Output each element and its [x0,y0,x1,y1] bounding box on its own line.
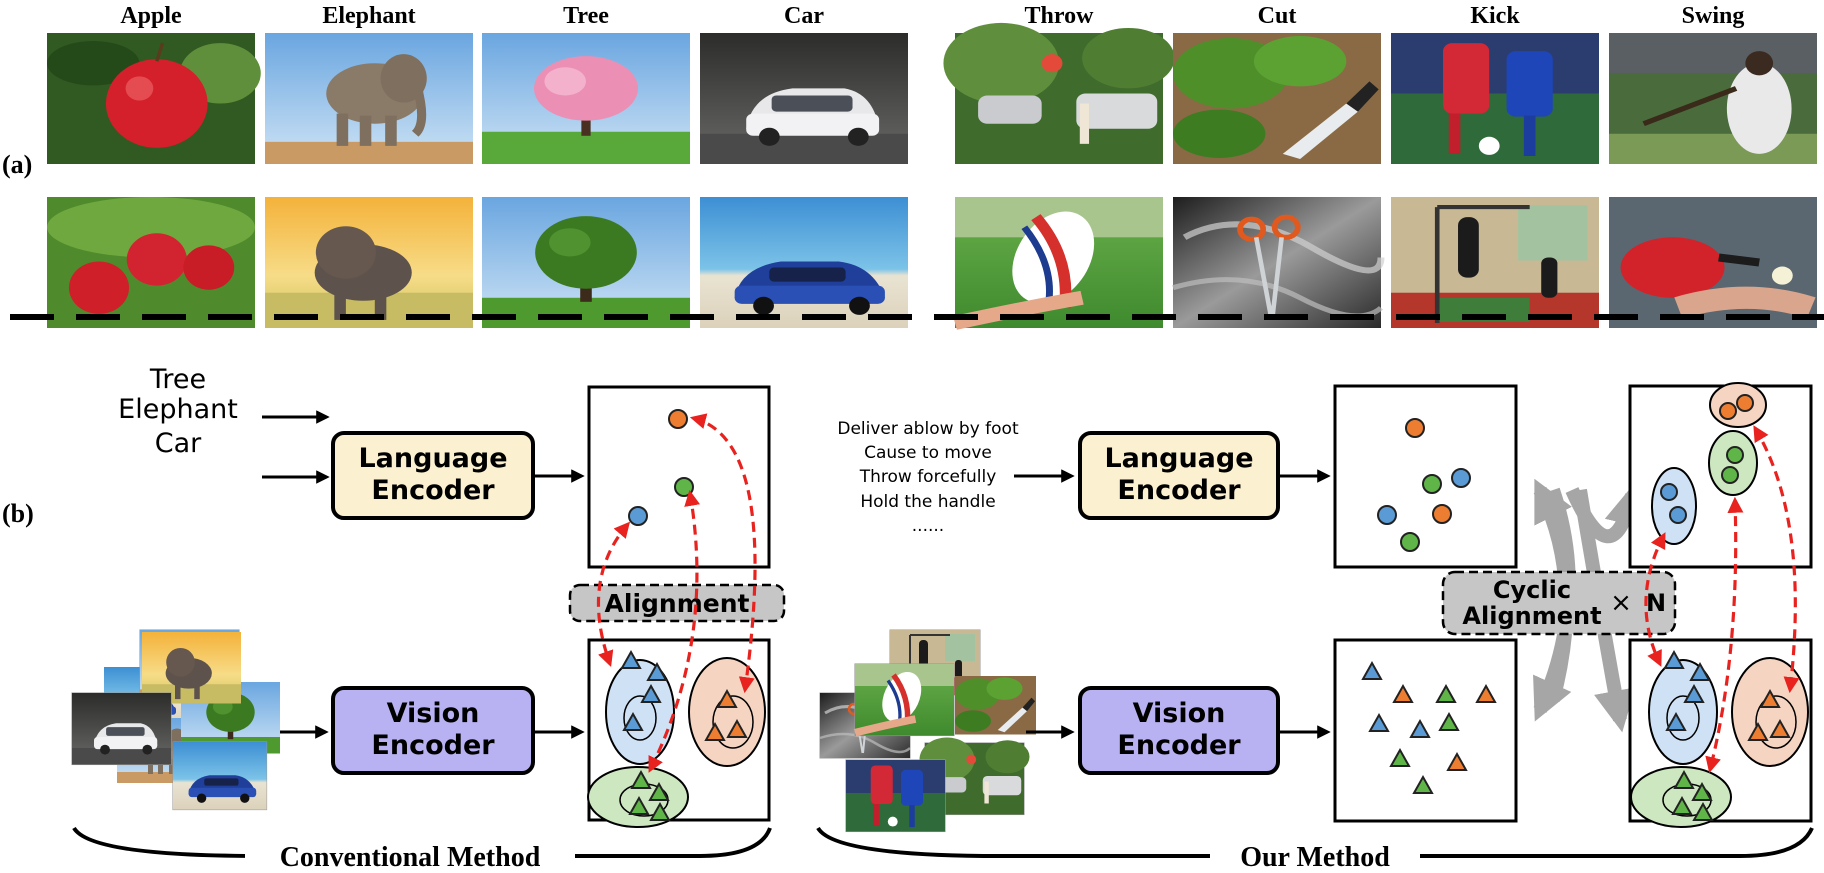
conventional-vision-encoder: Vision Encoder [331,686,535,775]
svg-text:Alignment: Alignment [605,589,750,618]
alignment-label: Alignment [568,583,786,623]
svg-text:Vision: Vision [387,698,480,729]
input-phrase: Deliver ablow by foot [837,419,1019,439]
class-heading-apple: Apple [120,3,182,29]
class-heading-elephant: Elephant [322,3,415,29]
svg-text:Encoder: Encoder [1117,475,1241,506]
our-method-caption: Our Method [1240,842,1390,873]
svg-text:Language: Language [1104,443,1253,474]
alignment-arrows-ours [1644,425,1800,774]
input-word: Tree [149,364,206,395]
conventional-vision-embedding-space [587,638,771,828]
class-heading-swing: Swing [1682,3,1745,29]
throw-photo-1-icon [943,22,1175,164]
input-phrase: Throw forcefully [859,467,997,487]
conventional-language-encoder: Language Encoder [331,431,535,520]
svg-text:Cyclic: Cyclic [1493,576,1571,604]
text-embedding-orange [668,409,688,429]
panel-a: Apple Elephant Tree Car Throw Cut Kick Swing [45,3,1817,328]
caption-brace [72,826,772,858]
input-phrase: Hold the handle [860,492,995,512]
class-heading-cut: Cut [1258,3,1297,29]
our-aligned-text-space [1628,382,1813,569]
elephant-photo-1-icon [265,33,473,164]
car-photo-1-icon [700,33,908,164]
swing-photo-2-icon [1609,197,1817,328]
class-heading-throw: Throw [1025,3,1095,29]
swing-photo-1-icon [1609,33,1817,164]
cut-photo-2-icon [1173,197,1381,328]
input-phrase: ...... [912,516,944,536]
kick-photo-2-icon [1391,197,1599,328]
our-image-stack [818,629,1036,833]
cut-photo-1-icon [1173,33,1381,164]
tree-photo-2-icon [482,197,690,328]
cyclic-alignment-label: Cyclic Alignment × N [1441,570,1677,636]
input-word: Elephant [118,394,238,425]
our-language-encoder: Language Encoder [1078,431,1280,520]
car-photo-2-icon [700,197,908,328]
input-word: Car [155,428,202,459]
apple-photo-1-icon [45,31,263,166]
alignment-arrows-conventional [596,413,757,773]
apple-photo-2-icon [47,197,255,328]
our-aligned-vision-space [1628,638,1813,828]
tree-photo-1-icon [482,33,690,164]
our-input-phrases: Deliver ablow by foot Cause to move Thro… [837,419,1019,536]
conventional-method-caption: Conventional Method [280,842,541,873]
svg-text:N: N [1646,589,1666,617]
conventional-image-stack [71,630,280,811]
caption-brace [816,826,1814,858]
panel-b-label: (b) [2,499,34,528]
svg-text:×: × [1610,588,1632,618]
svg-text:Alignment: Alignment [1462,602,1601,630]
text-embedding-blue [628,506,648,526]
svg-text:Vision: Vision [1133,698,1226,729]
class-heading-kick: Kick [1470,3,1520,29]
input-phrase: Cause to move [864,443,992,463]
our-text-embedding-space [1333,384,1518,569]
class-heading-tree: Tree [563,3,609,29]
elephant-photo-2-icon [265,197,473,328]
kick-photo-1-icon [1391,33,1599,164]
svg-text:Language: Language [358,443,507,474]
our-vision-embedding-space [1333,638,1518,823]
panel-a-label: (a) [2,150,32,179]
svg-text:Encoder: Encoder [371,730,495,761]
class-heading-car: Car [784,3,824,29]
conventional-input-words: Tree Elephant Car [118,364,238,459]
orange-cluster [688,657,766,767]
svg-text:Encoder: Encoder [371,475,495,506]
svg-text:Encoder: Encoder [1117,730,1241,761]
our-vision-encoder: Vision Encoder [1078,686,1280,775]
throw-photo-2-icon [955,197,1163,328]
